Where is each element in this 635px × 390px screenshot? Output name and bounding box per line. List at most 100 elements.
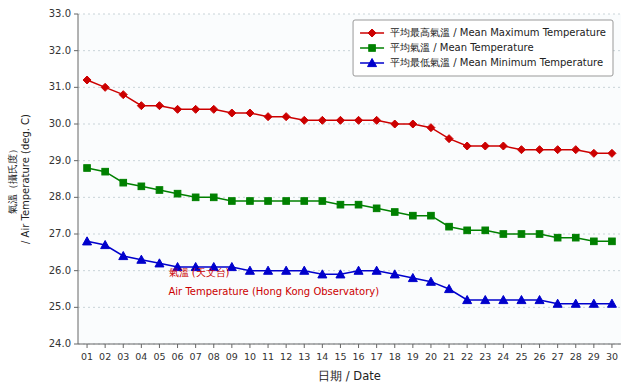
x-tick [521,344,522,348]
marker [373,116,381,124]
y-tick-label: 25.0 [49,301,71,312]
marker [336,270,345,278]
marker [119,91,127,99]
marker [445,135,453,143]
marker [609,238,616,245]
x-tick-label: 04 [135,351,147,362]
x-tick [105,344,106,348]
legend-label: 平均氣溫 / Mean Temperature [390,42,534,53]
marker [591,238,598,245]
marker [517,296,526,304]
marker [265,198,272,205]
legend-item: 平均氣溫 / Mean Temperature [360,42,534,53]
y-tick-label: 32.0 [49,45,71,56]
x-tick-label: 30 [606,351,618,362]
marker [446,223,453,230]
marker [499,142,507,150]
x-tick-label: 12 [280,351,292,362]
marker [500,231,507,238]
x-tick-label: 14 [316,351,328,362]
marker [481,142,489,150]
marker [174,105,182,113]
marker [228,109,236,117]
legend-item: 平均最低氣溫 / Mean Minimum Temperature [360,57,603,68]
x-tick [593,344,594,348]
x-tick [467,344,468,348]
x-tick-label: 23 [479,351,491,362]
marker [229,198,236,205]
marker [247,198,254,205]
marker [336,116,344,124]
legend-box [353,20,613,76]
legend-marker [369,45,376,52]
marker [101,83,109,91]
marker [607,299,616,307]
line [87,241,612,303]
x-tick [449,344,450,348]
y-tick [74,234,78,235]
grid-line [78,307,621,308]
marker [427,124,435,132]
marker [408,274,417,282]
x-tick [322,344,323,348]
marker [481,296,490,304]
marker [554,234,561,241]
x-tick [249,344,250,348]
marker [608,149,616,157]
y-tick-label: 28.0 [49,191,71,202]
marker [463,142,471,150]
legend-item: 平均最高氣溫 / Mean Maximum Temperature [360,27,606,38]
x-tick [87,344,88,348]
marker [517,146,525,154]
y-tick [74,14,78,15]
y-tick [74,270,78,271]
x-tick [575,344,576,348]
marker [373,205,380,212]
x-tick-label: 26 [534,351,546,362]
x-tick-label: 07 [190,351,202,362]
marker [410,212,417,219]
marker [101,241,110,249]
y-tick-label: 30.0 [49,118,71,129]
marker [174,190,181,197]
marker [409,120,417,128]
x-tick [340,344,341,348]
plot-data [83,76,617,307]
legend-marker [368,59,377,67]
x-tick [412,344,413,348]
marker [590,149,598,157]
marker [571,299,580,307]
marker [192,105,200,113]
x-tick [358,344,359,348]
grid-line [78,197,621,198]
marker [318,116,326,124]
y-tick-label: 31.0 [49,81,71,92]
marker [300,266,309,274]
marker [246,109,254,117]
marker [445,285,454,293]
x-tick [611,344,612,348]
x-tick-label: 11 [262,351,274,362]
y-tick-label: 24.0 [49,338,71,349]
legend-label: 平均最高氣溫 / Mean Maximum Temperature [390,27,606,38]
x-tick-label: 02 [99,351,111,362]
x-tick [177,344,178,348]
marker [482,227,489,234]
marker [138,183,145,190]
marker [553,299,562,307]
marker [192,194,199,201]
marker [355,201,362,208]
grid-line [78,124,621,125]
x-tick-label: 24 [497,351,509,362]
x-tick-label: 16 [353,351,365,362]
marker [264,266,273,274]
x-tick-label: 25 [515,351,527,362]
x-tick [394,344,395,348]
marker [264,113,272,121]
y-tick [74,87,78,88]
y-tick [74,124,78,125]
marker [355,116,363,124]
marker [337,201,344,208]
marker [536,146,544,154]
x-tick [159,344,160,348]
